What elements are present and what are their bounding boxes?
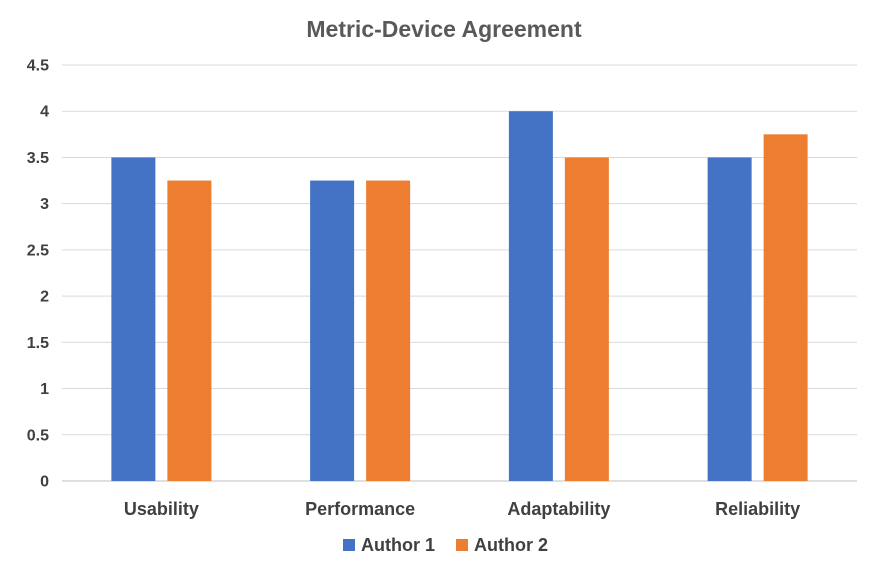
bar-author-2-usability [167, 180, 212, 482]
y-tick-label: 3.5 [27, 150, 49, 167]
x-tick-label: Reliability [715, 499, 800, 519]
bar-author-1-performance [310, 180, 355, 482]
y-axis-tick-labels: 0 0.5 1 1.5 2 2.5 3 3.5 4 4.5 [27, 58, 49, 491]
bar-author-1-usability [111, 157, 156, 481]
y-tick-label: 4 [40, 104, 49, 121]
y-tick-label: 3 [40, 196, 49, 213]
legend-swatch [343, 539, 355, 551]
y-tick-label: 0 [40, 474, 49, 491]
y-tick-label: 4.5 [27, 58, 49, 75]
y-tick-label: 0.5 [27, 427, 49, 444]
bar-author-2-performance [366, 180, 411, 482]
y-tick-label: 1.5 [27, 335, 49, 352]
y-tick-label: 1 [40, 381, 49, 398]
legend-label: Author 1 [361, 535, 435, 555]
legend-label: Author 2 [474, 535, 548, 555]
x-tick-label: Usability [124, 499, 199, 519]
y-tick-label: 2 [40, 289, 49, 306]
legend: Author 1 Author 2 [343, 535, 548, 555]
bar-author-1-reliability [707, 157, 752, 481]
y-tick-label: 2.5 [27, 242, 49, 259]
bar-author-1-adaptability [508, 111, 553, 481]
bar-author-2-reliability [763, 134, 808, 482]
bar-author-2-adaptability [564, 157, 609, 481]
x-tick-label: Performance [305, 499, 415, 519]
legend-swatch [456, 539, 468, 551]
bars [111, 111, 808, 482]
chart-title: Metric-Device Agreement [306, 16, 582, 42]
x-axis-tick-labels: Usability Performance Adaptability Reliabil… [124, 499, 800, 519]
x-tick-label: Adaptability [507, 499, 610, 519]
